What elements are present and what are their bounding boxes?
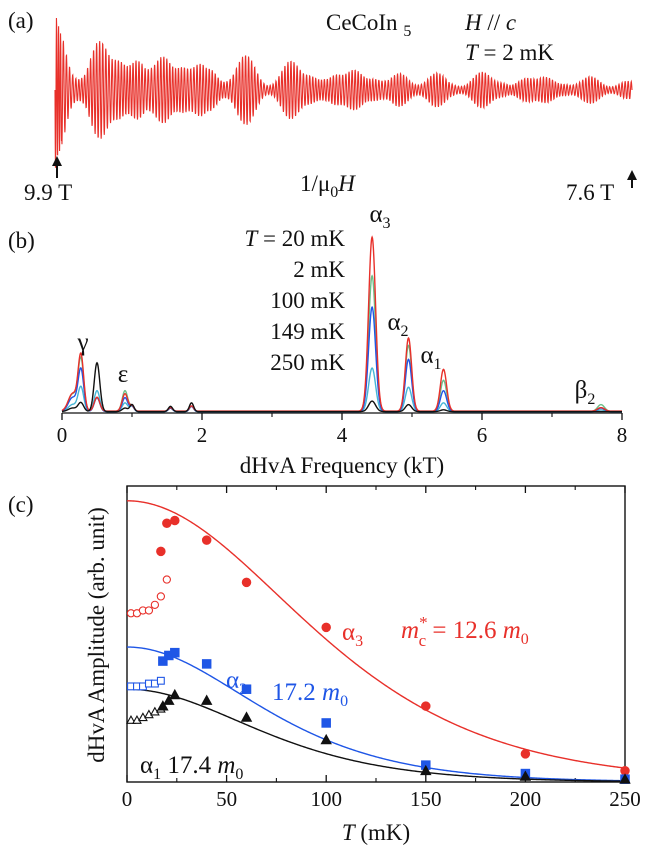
panel-c-series-labels: α3 m* c = 12.6 m0 α2 17.2 m0 α1 17.4 m0 <box>140 613 529 783</box>
panel-b-legend: T = 20 mK 2 mK 100 mK 149 mK 250 mK <box>244 226 345 375</box>
c-tick-label: 250 <box>609 787 641 811</box>
data-point-α2 <box>170 647 180 658</box>
panel-c-fit-curves <box>126 500 626 782</box>
panel-a-compound-label: CeCoIn 5 <box>326 10 411 40</box>
panel-a: (a) CeCoIn 5 H // c T = 2 mK 9.9 T 7.6 T… <box>8 8 637 205</box>
c-tick-label: 200 <box>510 787 542 811</box>
panel-c-x-axis-label: T (mK) <box>342 820 410 845</box>
fit-curve-α1 <box>126 688 626 782</box>
legend-entry: T = 20 mK <box>244 226 345 251</box>
data-point-α1 <box>320 733 332 745</box>
data-point-α1 <box>619 773 631 784</box>
panel-b: (b) 0 2 4 6 8 dHvA Frequency (kT) T = 20 mK 2… <box>8 201 627 478</box>
panel-b-peak-labels: γ ε α3 α2 α1 β2 <box>76 201 595 408</box>
panel-a-x-axis-label: 1/μ0H <box>300 171 356 201</box>
fit-curve-α2 <box>126 646 626 782</box>
panel-c-y-axis-label: dHvA Amplitude (arb. unit) <box>84 507 109 763</box>
data-point-α3-open <box>144 606 154 615</box>
panel-a-oscillation-line <box>54 18 633 168</box>
data-point-α3 <box>170 515 180 526</box>
c-tick-label: 100 <box>310 787 342 811</box>
mass-label-alpha2: 17.2 m0 <box>272 679 348 710</box>
data-point-α2 <box>321 718 331 728</box>
panel-c: (c) 0 50 100 150 200 250 α3 m* c = 12.6 m0 α2 17.… <box>8 485 641 845</box>
data-point-α1 <box>157 700 169 711</box>
b-tick-label: 6 <box>477 423 488 447</box>
panel-a-left-field-label: 9.9 T <box>24 180 72 205</box>
b-tick-label: 8 <box>617 423 628 447</box>
data-point-α1 <box>240 711 253 722</box>
peak-label: β2 <box>575 377 596 408</box>
peak-label: α3 <box>369 201 390 232</box>
data-point-α2 <box>241 684 252 694</box>
data-point-α3-open <box>150 600 160 609</box>
legend-entry: 149 mK <box>270 319 345 344</box>
peak-label: α2 <box>387 309 408 340</box>
data-point-α3 <box>520 749 531 759</box>
data-point-α1 <box>420 764 432 776</box>
data-point-α2 <box>158 656 168 666</box>
panel-b-spectra <box>61 235 622 413</box>
series-label-alpha2: α2 <box>226 667 247 698</box>
legend-entry: 250 mK <box>270 350 345 375</box>
panel-a-field-direction: H // c <box>464 10 516 35</box>
c-tick-label: 150 <box>410 787 442 811</box>
data-point-α2 <box>201 659 212 669</box>
panel-a-label: (a) <box>8 8 34 33</box>
c-tick-label: 50 <box>216 787 237 811</box>
data-point-α3-open <box>162 575 171 584</box>
panel-c-plot-frame <box>126 485 626 783</box>
left-field-arrow-icon <box>52 156 62 178</box>
data-point-α3 <box>321 622 331 633</box>
b-tick-label: 4 <box>337 423 348 447</box>
panel-c-label: (c) <box>8 492 34 517</box>
data-point-α3 <box>421 701 431 711</box>
data-point-α1 <box>200 694 213 705</box>
panel-a-temperature: T = 2 mK <box>465 40 554 65</box>
peak-label: ε <box>118 361 129 388</box>
data-point-α3 <box>201 535 212 545</box>
data-point-α1 <box>519 770 532 781</box>
panel-a-right-field-label: 7.6 T <box>566 180 614 205</box>
data-point-α1 <box>163 694 175 705</box>
mass-label-alpha3: m* c = 12.6 m0 <box>401 613 529 650</box>
data-point-α2-open <box>156 676 165 685</box>
data-point-α1 <box>169 688 181 700</box>
legend-entry: 100 mK <box>270 288 345 313</box>
spectrum-line-black <box>61 361 622 413</box>
panel-b-x-axis-label: dHvA Frequency (kT) <box>240 453 444 478</box>
c-tick-label: 0 <box>122 787 133 811</box>
panel-c-data-points <box>126 515 631 784</box>
right-field-arrow-icon <box>627 170 637 188</box>
panel-b-x-ticks: 0 2 4 6 8 <box>57 413 628 447</box>
series-label-alpha1: α1 17.4 m0 <box>140 752 243 783</box>
b-tick-label: 0 <box>57 423 68 447</box>
data-point-α3-open <box>156 592 166 601</box>
data-point-α3 <box>156 546 166 557</box>
panel-c-x-ticks: 0 50 100 150 200 250 <box>122 486 641 811</box>
data-point-α3 <box>162 518 172 529</box>
fit-curve-α3 <box>126 500 626 769</box>
b-tick-label: 2 <box>197 423 208 447</box>
peak-label: α1 <box>420 342 441 373</box>
series-label-alpha3: α3 <box>342 619 363 650</box>
data-point-α3 <box>241 577 252 588</box>
peak-label: γ <box>76 329 88 356</box>
panel-b-label: (b) <box>8 228 35 253</box>
legend-entry: 2 mK <box>293 257 345 282</box>
data-point-α1-open <box>126 715 136 724</box>
